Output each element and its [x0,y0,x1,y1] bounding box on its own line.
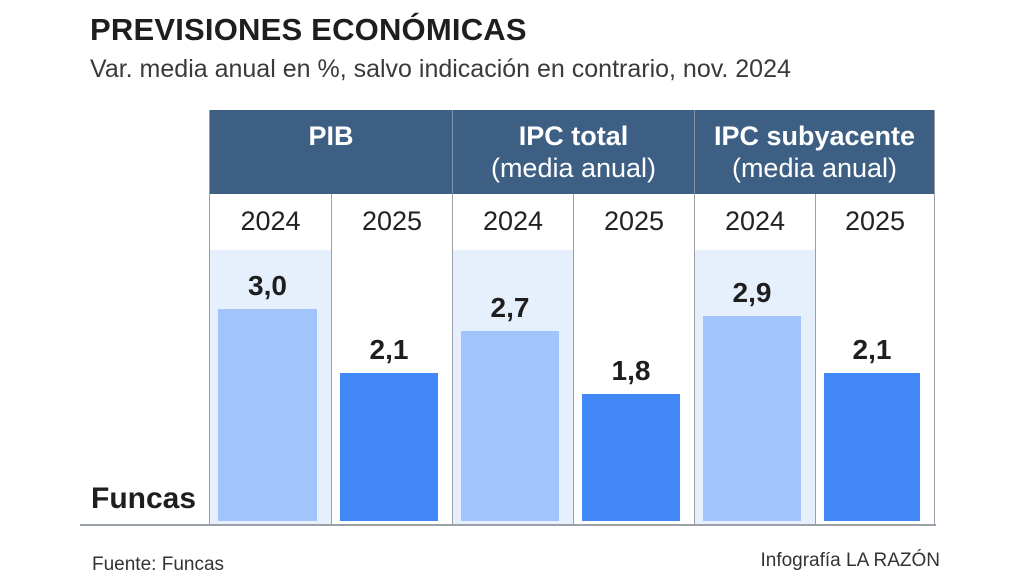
value-label: 2,1 [369,333,409,365]
chart-subtitle: Var. media anual en %, salvo indicación … [90,55,791,83]
year-label: 2025 [361,206,423,236]
baseline [80,524,936,526]
credit-note: Infografía LA RAZÓN [760,550,940,571]
header-ipc-total-title: IPC total [518,121,629,151]
value-label: 2,1 [852,333,892,365]
bar-pib-2024 [218,309,317,521]
year-label: 2025 [603,206,665,236]
column-ipc-subyacente-2025: 2025 2,1 [815,194,934,526]
year-label: 2025 [844,206,906,236]
column-ipc-total-2024: 2024 2,7 [452,194,573,526]
column-pib-2025: 2025 2,1 [331,194,452,526]
year-label: 2024 [482,206,544,236]
header-ipc-total-note: (media anual) [490,153,657,183]
value-label: 1,8 [611,355,651,387]
header-ipc-subyacente-note: (media anual) [731,153,898,183]
year-label: 2024 [724,206,786,236]
bar-ipc-subyacente-2024 [703,316,801,521]
bar-ipc-subyacente-2025 [824,372,920,521]
header-ipc-total: IPC total (media anual) [452,110,694,194]
year-label: 2024 [240,206,301,236]
bar-ipc-total-2024 [461,330,559,521]
chart-title: PREVISIONES ECONÓMICAS [90,12,527,47]
bar-ipc-total-2025 [582,394,680,521]
column-ipc-subyacente-2024: 2024 2,9 [694,194,815,526]
header-ipc-subyacente: IPC subyacente (media anual) [694,110,934,194]
value-label: 2,7 [490,291,530,323]
row-label: Funcas [91,482,197,515]
header-pib-title: PIB [308,121,354,151]
column-ipc-total-2025: 2025 1,8 [573,194,694,526]
header-pib: PIB [210,110,452,194]
value-label: 2,9 [732,277,772,309]
column-pib-2024: 2024 3,0 [210,194,331,526]
forecast-table: PIB IPC total (media anual) IPC subyacen… [209,110,935,526]
bar-pib-2025 [340,372,438,521]
source-note: Fuente: Funcas [92,554,225,575]
header-ipc-subyacente-title: IPC subyacente [713,121,916,151]
value-label: 3,0 [248,270,287,302]
